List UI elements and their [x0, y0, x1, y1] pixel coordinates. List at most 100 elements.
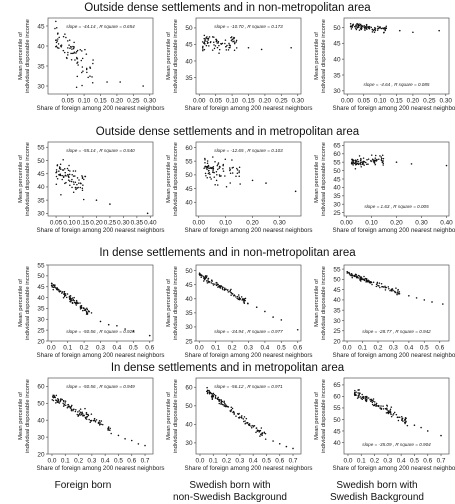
y-tick-label: 45	[333, 41, 341, 48]
data-point	[218, 174, 221, 176]
y-axis-label-line1: Mean percentile of	[314, 32, 320, 80]
data-point	[216, 46, 219, 49]
scatter-plot: 30 35 40 45 50 0.00 0.05 0.10 0.15 0.20 0.25 0.30Sh…	[314, 17, 455, 112]
data-point	[248, 423, 251, 425]
data-point	[224, 158, 227, 160]
scatter-panel-r4-c3: 40 45 50 55 60 65 0.0 0.1 0.2 0.3 0.4 0.5 0.6 0.7 Shar…	[306, 377, 455, 476]
data-point	[232, 38, 235, 40]
data-point	[72, 47, 75, 50]
data-point	[79, 302, 81, 304]
data-point	[214, 184, 216, 186]
data-point	[389, 289, 391, 292]
x-tick-label: 0.3	[96, 345, 105, 352]
data-point	[209, 173, 211, 175]
data-point	[79, 305, 82, 307]
data-point	[355, 275, 357, 277]
y-tick-label: 40	[37, 184, 45, 191]
data-point	[78, 182, 80, 184]
data-point	[356, 26, 359, 29]
plot-frame	[195, 377, 302, 455]
y-tick-label: 50	[333, 417, 341, 424]
x-tick-label: 0.5	[114, 458, 123, 465]
data-point	[208, 167, 210, 169]
data-point	[206, 40, 208, 43]
y-axis-label: Mean percentile of individual disposable …	[314, 142, 327, 216]
data-point	[238, 166, 241, 168]
data-point	[356, 276, 359, 278]
data-point	[221, 286, 224, 288]
data-point	[236, 167, 238, 170]
data-point	[81, 189, 84, 192]
data-point	[257, 429, 260, 432]
data-point	[252, 424, 254, 427]
data-point	[290, 46, 292, 49]
x-tick-label: 0.15	[242, 98, 255, 105]
data-point	[379, 286, 381, 289]
data-point	[208, 36, 211, 38]
data-point	[255, 427, 258, 429]
data-point	[386, 409, 389, 411]
data-point	[361, 396, 364, 399]
data-point	[230, 406, 233, 409]
data-point	[227, 289, 229, 291]
data-point	[363, 275, 365, 278]
data-point	[213, 47, 216, 50]
data-point	[213, 36, 215, 38]
data-point	[222, 403, 224, 406]
data-point	[370, 398, 372, 400]
data-point	[357, 392, 359, 394]
data-point	[357, 389, 360, 391]
data-point	[205, 280, 208, 282]
data-point	[397, 288, 399, 291]
data-point	[226, 44, 228, 47]
data-point	[230, 39, 233, 41]
data-point	[69, 170, 71, 172]
data-point	[358, 23, 360, 25]
x-tick-label: 0.00	[193, 98, 206, 105]
y-tick-label: 30	[333, 88, 341, 95]
data-point	[359, 276, 362, 278]
data-point	[202, 45, 204, 48]
data-point	[82, 413, 84, 415]
data-point	[204, 158, 206, 161]
data-point	[231, 38, 234, 41]
data-point	[352, 161, 355, 164]
data-point	[404, 418, 407, 421]
data-point	[237, 298, 240, 301]
data-point	[209, 391, 212, 394]
y-tick-label: 50	[333, 25, 341, 32]
data-point	[71, 297, 74, 299]
regression-annotation: slope = -55.14 , R square = 0.540	[66, 148, 135, 153]
data-point	[355, 24, 357, 26]
data-point	[73, 41, 75, 44]
data-point	[206, 162, 209, 164]
y-axis-label-line1: Mean percentile of	[314, 155, 320, 203]
data-point	[142, 85, 144, 87]
data-point	[74, 175, 76, 177]
data-point	[375, 285, 378, 288]
x-tick-label: 0.6	[435, 345, 444, 352]
data-point	[74, 170, 77, 172]
data-point	[386, 411, 389, 414]
data-point	[98, 419, 101, 422]
data-point	[362, 278, 364, 281]
y-tick-label: 40	[185, 296, 193, 303]
data-point	[251, 179, 254, 182]
data-point	[278, 443, 281, 445]
data-point	[85, 67, 88, 70]
data-point	[75, 52, 77, 54]
data-point	[79, 412, 81, 415]
x-tick-label: 0.00	[340, 220, 353, 227]
data-point	[95, 199, 98, 201]
data-point	[201, 274, 203, 277]
data-point	[71, 174, 73, 176]
data-point	[244, 299, 246, 302]
y-axis-label: Mean percentile of individual disposable …	[166, 19, 179, 93]
data-point	[69, 299, 72, 301]
data-point	[60, 45, 63, 48]
x-tick-label: 0.2	[228, 345, 237, 352]
data-point	[86, 307, 88, 310]
data-point	[68, 176, 70, 179]
